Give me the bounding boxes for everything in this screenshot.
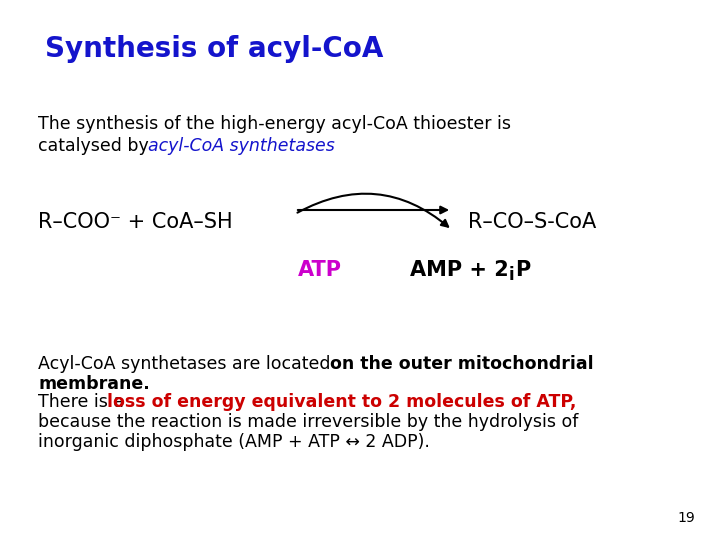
Text: Synthesis of acyl-CoA: Synthesis of acyl-CoA <box>45 35 383 63</box>
Text: R–COO⁻ + CoA–SH: R–COO⁻ + CoA–SH <box>38 212 233 232</box>
Text: AMP + 2 P: AMP + 2 P <box>410 260 531 280</box>
Text: Acyl-CoA synthetases are located: Acyl-CoA synthetases are located <box>38 355 336 373</box>
Text: The synthesis of the high-energy acyl-CoA thioester is: The synthesis of the high-energy acyl-Co… <box>38 115 511 133</box>
Text: R–CO–S-CoA: R–CO–S-CoA <box>468 212 596 232</box>
Text: There is a: There is a <box>38 393 130 411</box>
Text: i: i <box>509 266 515 284</box>
Text: loss of energy equivalent to 2 molecules of ATP,: loss of energy equivalent to 2 molecules… <box>107 393 577 411</box>
Text: membrane.: membrane. <box>38 375 150 393</box>
Text: ATP: ATP <box>298 260 342 280</box>
Text: acyl-CoA synthetases: acyl-CoA synthetases <box>148 137 335 155</box>
Text: because the reaction is made irreversible by the hydrolysis of: because the reaction is made irreversibl… <box>38 413 578 431</box>
Text: catalysed by: catalysed by <box>38 137 154 155</box>
Text: 19: 19 <box>678 511 695 525</box>
Text: inorganic diphosphate (AMP + ATP ↔ 2 ADP).: inorganic diphosphate (AMP + ATP ↔ 2 ADP… <box>38 433 430 451</box>
Text: on the outer mitochondrial: on the outer mitochondrial <box>330 355 593 373</box>
